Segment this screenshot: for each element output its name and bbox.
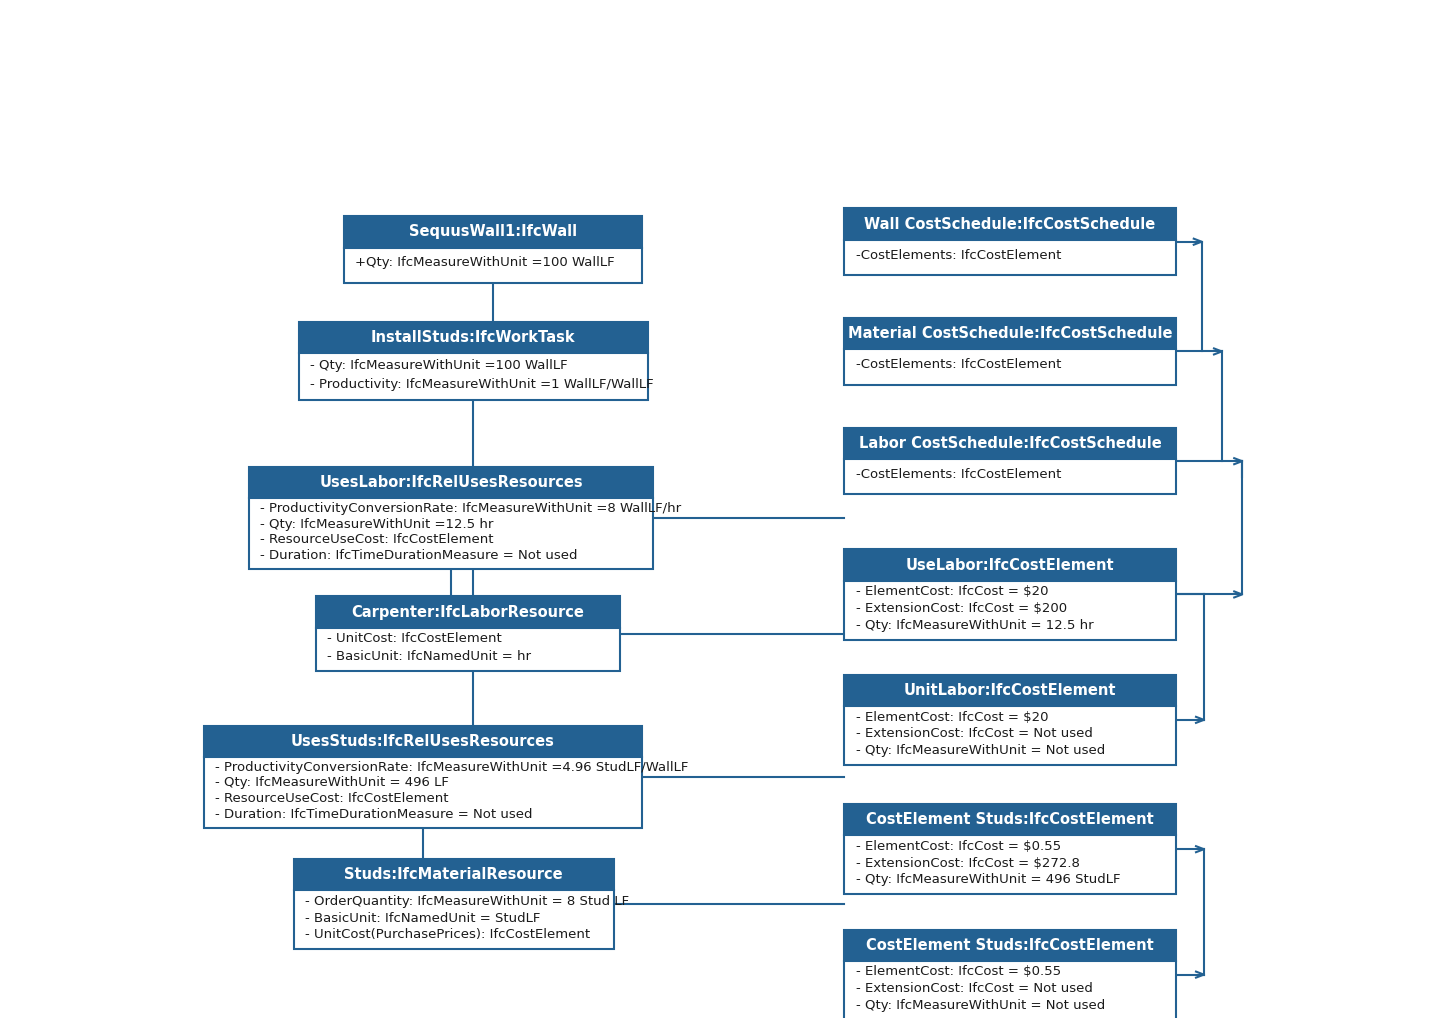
Bar: [293, 891, 613, 949]
Text: UnitLabor:IfcCostElement: UnitLabor:IfcCostElement: [903, 683, 1116, 698]
Text: - ResourceUseCost: IfcCostElement: - ResourceUseCost: IfcCostElement: [260, 533, 493, 547]
Text: - ExtensionCost: IfcCost = Not used: - ExtensionCost: IfcCost = Not used: [856, 982, 1092, 996]
Text: - ProductivityConversionRate: IfcMeasureWithUnit =4.96 StudLF/WallLF: - ProductivityConversionRate: IfcMeasure…: [215, 760, 689, 774]
Bar: [299, 322, 648, 353]
Text: Wall CostSchedule:IfcCostSchedule: Wall CostSchedule:IfcCostSchedule: [864, 217, 1156, 231]
Bar: [203, 726, 642, 757]
Text: - Qty: IfcMeasureWithUnit = Not used: - Qty: IfcMeasureWithUnit = Not used: [856, 744, 1105, 757]
Text: - ElementCost: IfcCost = $0.55: - ElementCost: IfcCost = $0.55: [856, 840, 1060, 853]
Text: - Qty: IfcMeasureWithUnit =100 WallLF: - Qty: IfcMeasureWithUnit =100 WallLF: [310, 359, 568, 373]
Bar: [203, 757, 642, 828]
Bar: [316, 628, 619, 671]
Bar: [844, 580, 1176, 639]
Text: - Qty: IfcMeasureWithUnit =12.5 hr: - Qty: IfcMeasureWithUnit =12.5 hr: [260, 518, 493, 530]
Bar: [844, 349, 1176, 385]
Bar: [844, 961, 1176, 1018]
Text: - ElementCost: IfcCost = $20: - ElementCost: IfcCost = $20: [856, 711, 1048, 724]
Text: - Duration: IfcTimeDurationMeasure = Not used: - Duration: IfcTimeDurationMeasure = Not…: [260, 549, 577, 562]
Text: - ElementCost: IfcCost = $20: - ElementCost: IfcCost = $20: [856, 585, 1048, 599]
Bar: [844, 929, 1176, 961]
Bar: [293, 859, 613, 891]
Bar: [844, 550, 1176, 580]
Text: - ExtensionCost: IfcCost = $200: - ExtensionCost: IfcCost = $200: [856, 602, 1067, 615]
Text: UsesLabor:IfcRelUsesResources: UsesLabor:IfcRelUsesResources: [319, 475, 583, 491]
Text: - Qty: IfcMeasureWithUnit = 496 LF: - Qty: IfcMeasureWithUnit = 496 LF: [215, 777, 450, 789]
Text: Labor CostSchedule:IfcCostSchedule: Labor CostSchedule:IfcCostSchedule: [858, 436, 1161, 451]
Text: +Qty: IfcMeasureWithUnit =100 WallLF: +Qty: IfcMeasureWithUnit =100 WallLF: [355, 257, 615, 270]
Text: - UnitCost: IfcCostElement: - UnitCost: IfcCostElement: [328, 632, 502, 645]
Text: -CostElements: IfcCostElement: -CostElements: IfcCostElement: [856, 248, 1061, 262]
Bar: [844, 318, 1176, 349]
Text: - UnitCost(PurchasePrices): IfcCostElement: - UnitCost(PurchasePrices): IfcCostEleme…: [304, 928, 590, 942]
Text: - Qty: IfcMeasureWithUnit = 496 StudLF: - Qty: IfcMeasureWithUnit = 496 StudLF: [856, 873, 1119, 887]
Text: InstallStuds:IfcWorkTask: InstallStuds:IfcWorkTask: [371, 330, 576, 345]
Text: -CostElements: IfcCostElement: -CostElements: IfcCostElement: [856, 468, 1061, 482]
Bar: [299, 353, 648, 400]
Bar: [344, 216, 642, 247]
Bar: [844, 675, 1176, 706]
Text: - ProductivityConversionRate: IfcMeasureWithUnit =8 WallLF/hr: - ProductivityConversionRate: IfcMeasure…: [260, 502, 682, 515]
Bar: [316, 597, 619, 628]
Text: Studs:IfcMaterialResource: Studs:IfcMaterialResource: [345, 867, 563, 883]
Bar: [249, 467, 652, 499]
Text: - BasicUnit: IfcNamedUnit = StudLF: - BasicUnit: IfcNamedUnit = StudLF: [304, 911, 541, 924]
Bar: [844, 804, 1176, 836]
Bar: [844, 836, 1176, 894]
Bar: [844, 706, 1176, 765]
Text: - ExtensionCost: IfcCost = Not used: - ExtensionCost: IfcCost = Not used: [856, 727, 1092, 740]
Text: - ExtensionCost: IfcCost = $272.8: - ExtensionCost: IfcCost = $272.8: [856, 857, 1079, 869]
Text: - OrderQuantity: IfcMeasureWithUnit = 8 Stud LF: - OrderQuantity: IfcMeasureWithUnit = 8 …: [304, 895, 629, 908]
Text: SequusWall1:IfcWall: SequusWall1:IfcWall: [409, 224, 577, 239]
Text: Carpenter:IfcLaborResource: Carpenter:IfcLaborResource: [351, 605, 584, 620]
Text: - Qty: IfcMeasureWithUnit = Not used: - Qty: IfcMeasureWithUnit = Not used: [856, 999, 1105, 1012]
Text: CostElement Studs:IfcCostElement: CostElement Studs:IfcCostElement: [866, 812, 1154, 828]
Text: - ElementCost: IfcCost = $0.55: - ElementCost: IfcCost = $0.55: [856, 965, 1060, 978]
Text: - ResourceUseCost: IfcCostElement: - ResourceUseCost: IfcCostElement: [215, 792, 448, 805]
Bar: [344, 247, 642, 283]
Text: - Duration: IfcTimeDurationMeasure = Not used: - Duration: IfcTimeDurationMeasure = Not…: [215, 808, 532, 821]
Text: UseLabor:IfcCostElement: UseLabor:IfcCostElement: [906, 558, 1115, 572]
Text: Material CostSchedule:IfcCostSchedule: Material CostSchedule:IfcCostSchedule: [848, 327, 1172, 341]
Text: CostElement Studs:IfcCostElement: CostElement Studs:IfcCostElement: [866, 938, 1154, 953]
Bar: [844, 209, 1176, 240]
Text: UsesStuds:IfcRelUsesResources: UsesStuds:IfcRelUsesResources: [291, 734, 555, 749]
Text: - BasicUnit: IfcNamedUnit = hr: - BasicUnit: IfcNamedUnit = hr: [328, 649, 531, 663]
Text: - Qty: IfcMeasureWithUnit = 12.5 hr: - Qty: IfcMeasureWithUnit = 12.5 hr: [856, 619, 1093, 632]
Bar: [844, 239, 1176, 275]
Bar: [249, 499, 652, 569]
Bar: [844, 428, 1176, 459]
Text: - Productivity: IfcMeasureWithUnit =1 WallLF/WallLF: - Productivity: IfcMeasureWithUnit =1 Wa…: [310, 378, 654, 391]
Text: -CostElements: IfcCostElement: -CostElements: IfcCostElement: [856, 358, 1061, 372]
Bar: [844, 459, 1176, 495]
